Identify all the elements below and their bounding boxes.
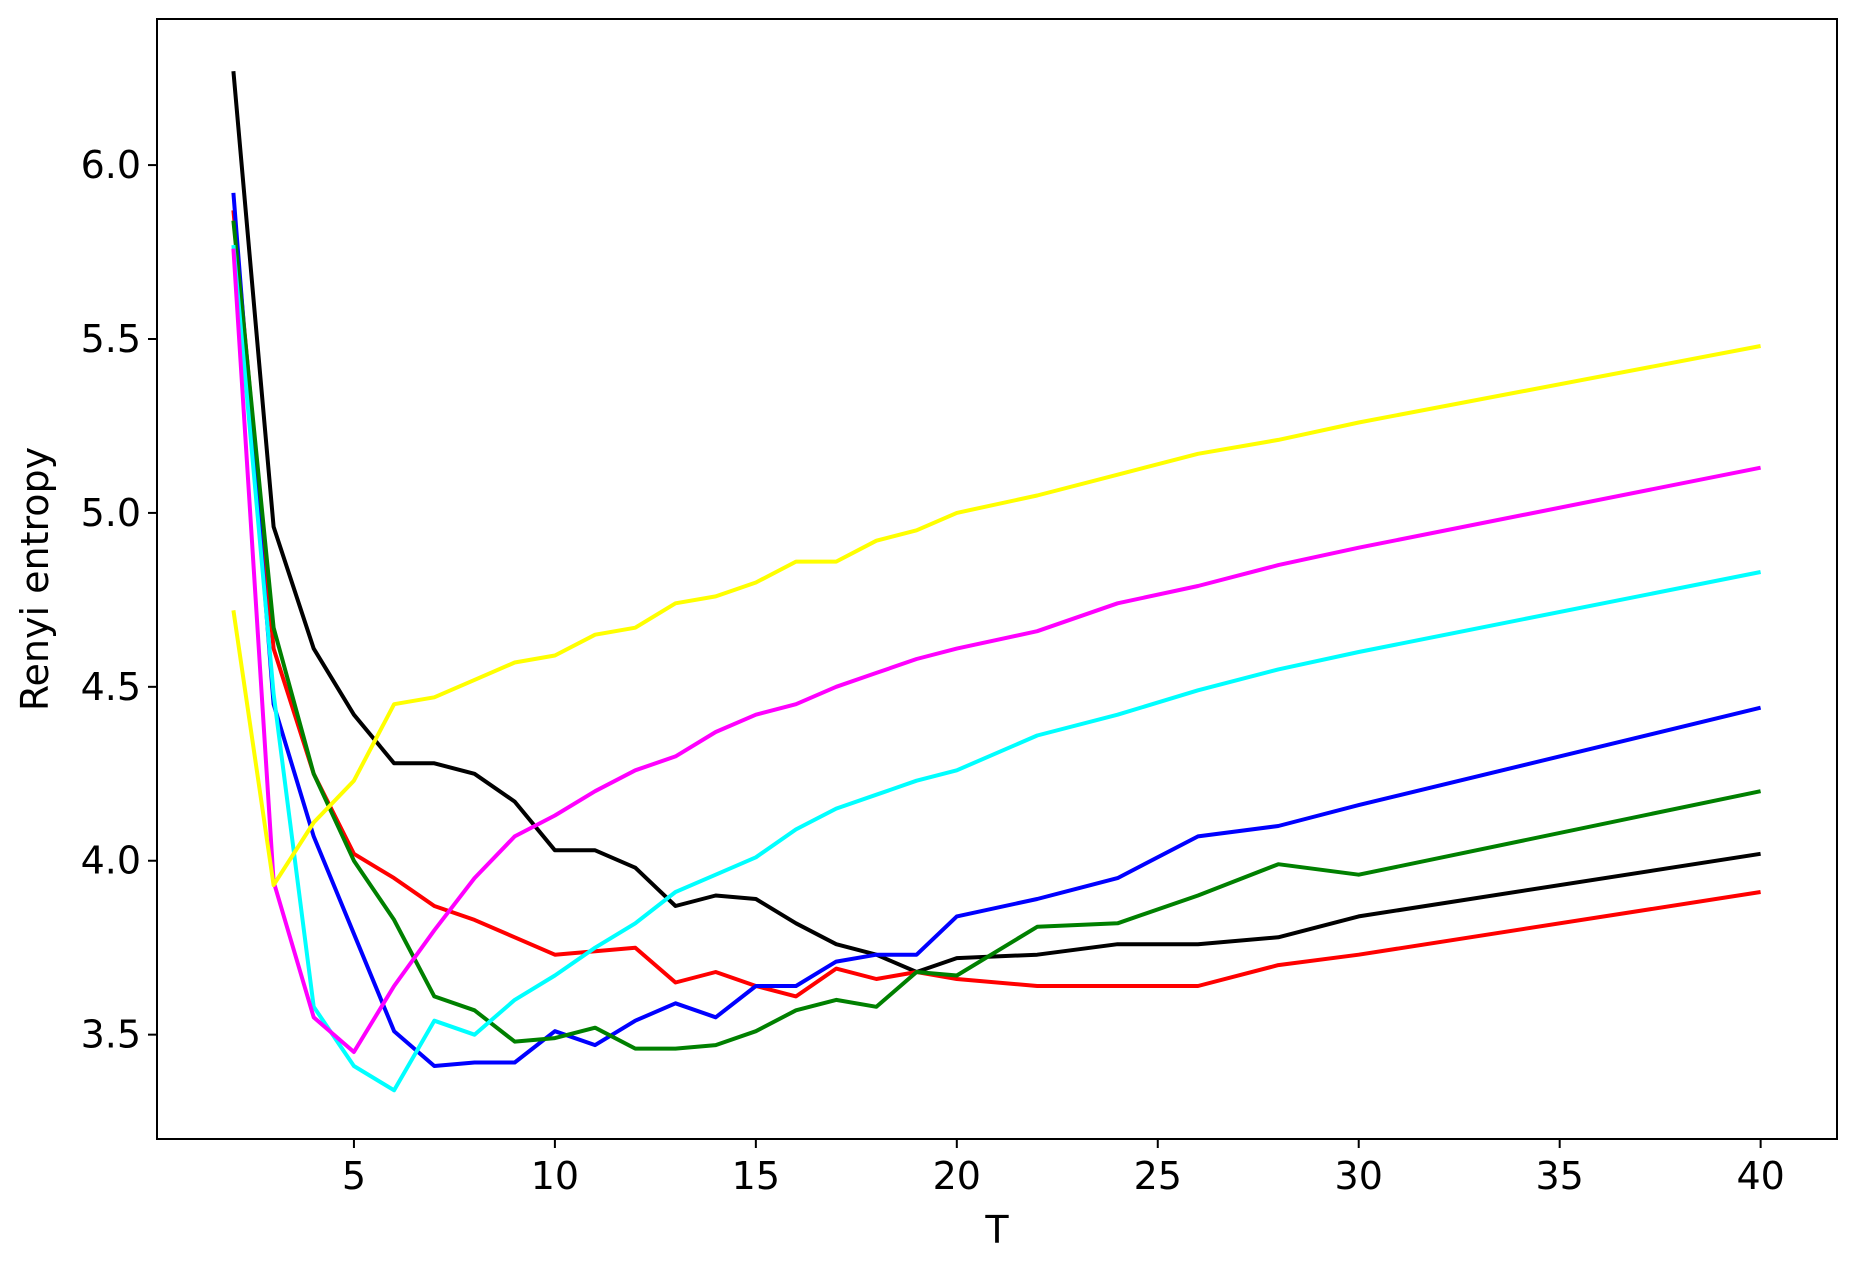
x-tick-label: 25 [1134, 1154, 1182, 1198]
y-tick-label: 6.0 [81, 143, 141, 187]
series-line-2 [231, 210, 1761, 999]
series-line-7 [231, 344, 1761, 888]
x-axis-label: T [984, 1208, 1009, 1252]
y-tick-label: 4.0 [81, 839, 141, 883]
plot-area [157, 19, 1837, 1139]
series-line-6 [231, 248, 1761, 1054]
x-tick-label: 40 [1736, 1154, 1784, 1198]
series-line-1 [231, 71, 1761, 974]
x-tick-label: 30 [1335, 1154, 1383, 1198]
y-tick-label: 4.5 [81, 665, 141, 709]
x-tick-label: 5 [342, 1154, 366, 1198]
x-tick-label: 35 [1535, 1154, 1583, 1198]
y-tick-label: 5.0 [81, 491, 141, 535]
y-axis-label: Renyi entropy [13, 447, 57, 711]
series-line-5 [231, 244, 1761, 1093]
x-tick-label: 15 [732, 1154, 780, 1198]
y-axis: 3.5 4.0 4.5 5.0 5.5 6.0 [81, 143, 157, 1057]
plot-frame [156, 18, 1838, 1140]
x-tick-label: 10 [531, 1154, 579, 1198]
y-tick-label: 5.5 [81, 317, 141, 361]
x-tick-label: 20 [933, 1154, 981, 1198]
series-line-3 [231, 192, 1762, 1068]
series-layer [231, 71, 1762, 1093]
x-axis: 5 10 15 20 25 30 35 40 [342, 1139, 1785, 1198]
series-line-4 [231, 220, 1762, 1051]
y-tick-label: 3.5 [81, 1013, 141, 1057]
